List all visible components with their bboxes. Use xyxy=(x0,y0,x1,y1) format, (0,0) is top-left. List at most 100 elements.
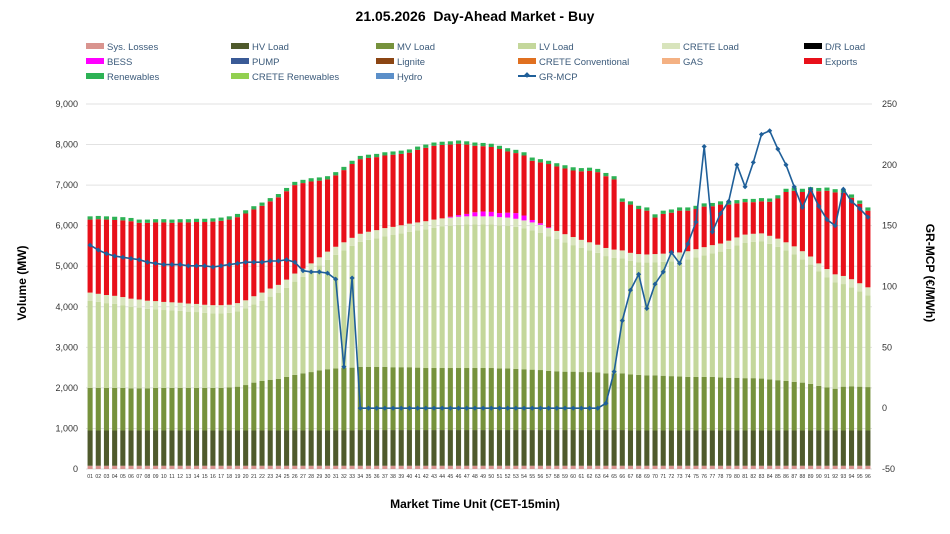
bar-renewables xyxy=(816,187,822,192)
x-tick-label: 07 xyxy=(136,474,142,480)
x-tick-label: 24 xyxy=(276,474,282,480)
bar-hv-load xyxy=(693,430,699,466)
bar-renewables xyxy=(234,213,241,218)
point-gr-mcp xyxy=(447,405,453,411)
bar-mv-load xyxy=(537,370,543,431)
point-gr-mcp xyxy=(562,405,568,411)
y-tick-label: 3,000 xyxy=(55,342,78,352)
legend-swatch xyxy=(804,58,822,65)
bar-crete-load xyxy=(742,234,748,243)
bar-lv-load xyxy=(300,276,306,374)
bar-lv-load xyxy=(275,292,281,379)
legend-item: GAS xyxy=(662,57,703,69)
bar-hv-load xyxy=(603,430,609,466)
bar-mv-load xyxy=(284,376,290,431)
bar-renewables xyxy=(333,172,339,176)
point-gr-mcp xyxy=(619,318,625,324)
point-gr-mcp xyxy=(472,405,478,411)
point-gr-mcp xyxy=(668,249,674,255)
bar-bess xyxy=(447,216,453,218)
bar-exports xyxy=(578,171,584,240)
bar-mv-load xyxy=(382,366,388,431)
bar-sys-losses xyxy=(709,465,715,469)
point-gr-mcp xyxy=(546,405,552,411)
x-tick-label: 59 xyxy=(562,474,568,480)
bar-renewables xyxy=(775,195,781,199)
bar-sys-losses xyxy=(627,465,634,469)
bar-renewables xyxy=(292,181,298,186)
bar-exports xyxy=(505,151,511,213)
bar-exports xyxy=(750,202,756,234)
bar-crete-load xyxy=(652,254,658,263)
bar-sys-losses xyxy=(808,465,814,469)
bar-hv-load xyxy=(431,430,437,466)
x-tick-label: 96 xyxy=(865,474,871,480)
legend-item: CRETE Renewables xyxy=(231,72,339,84)
bar-renewables xyxy=(668,209,674,213)
bar-crete-load xyxy=(406,223,412,232)
bar-sys-losses xyxy=(423,465,429,469)
bar-hv-load xyxy=(660,430,666,466)
legend-item: Lignite xyxy=(376,57,425,69)
x-tick-label: 04 xyxy=(112,474,118,480)
bar-crete-load xyxy=(423,221,429,230)
point-gr-mcp xyxy=(251,259,257,265)
bar-mv-load xyxy=(824,387,830,431)
point-gr-mcp xyxy=(865,214,871,220)
legend-label: CRETE Conventional xyxy=(539,57,630,68)
bar-mv-load xyxy=(570,371,576,431)
y-tick-label: 1,000 xyxy=(55,423,78,433)
x-tick-label: 77 xyxy=(709,474,715,480)
bar-mv-load xyxy=(513,368,519,431)
bar-bess xyxy=(472,212,478,217)
point-gr-mcp xyxy=(726,198,732,204)
bar-mv-load xyxy=(439,368,445,431)
bar-mv-load xyxy=(742,378,748,431)
bar-mv-load xyxy=(292,374,298,431)
bar-exports xyxy=(431,145,437,220)
point-gr-mcp xyxy=(112,253,118,259)
bar-mv-load xyxy=(660,375,666,431)
bar-crete-load xyxy=(726,240,732,249)
y2-tick-label: 100 xyxy=(882,282,897,292)
bar-sys-losses xyxy=(734,465,740,469)
point-gr-mcp xyxy=(275,258,281,264)
bar-hv-load xyxy=(439,430,445,466)
bar-mv-load xyxy=(267,379,273,431)
bar-exports xyxy=(775,198,781,239)
bar-sys-losses xyxy=(382,465,388,469)
bar-renewables xyxy=(472,142,478,146)
x-axis-title: Market Time Unit (CET-15min) xyxy=(390,497,560,511)
bar-sys-losses xyxy=(103,465,110,469)
bar-sys-losses xyxy=(177,465,183,469)
x-tick-label: 33 xyxy=(349,474,355,480)
bar-exports xyxy=(799,192,805,252)
bar-hv-load xyxy=(595,430,601,466)
bar-mv-load xyxy=(226,387,232,431)
bar-sys-losses xyxy=(136,465,142,469)
bar-crete-load xyxy=(857,283,863,292)
legend-item: LV Load xyxy=(518,42,574,54)
bar-mv-load xyxy=(128,388,134,431)
bar-crete-load xyxy=(455,216,462,225)
bar-hv-load xyxy=(284,430,290,466)
bar-lv-load xyxy=(546,236,552,371)
bar-sys-losses xyxy=(464,465,470,469)
bar-renewables xyxy=(259,202,265,206)
bar-crete-load xyxy=(292,273,298,282)
bar-hv-load xyxy=(120,430,126,466)
bar-sys-losses xyxy=(693,465,699,469)
bar-lv-load xyxy=(783,250,789,381)
bar-mv-load xyxy=(349,367,355,431)
bar-crete-load xyxy=(808,256,814,265)
point-gr-mcp xyxy=(128,255,134,262)
bar-lv-load xyxy=(193,312,200,388)
bar-exports xyxy=(349,164,355,238)
bar-sys-losses xyxy=(218,465,224,469)
legend-swatch xyxy=(231,73,249,80)
bar-renewables xyxy=(562,165,568,169)
bar-crete-load xyxy=(284,279,290,288)
bar-renewables xyxy=(586,167,593,171)
legend-swatch xyxy=(518,43,536,50)
x-tick-label: 14 xyxy=(194,474,200,480)
